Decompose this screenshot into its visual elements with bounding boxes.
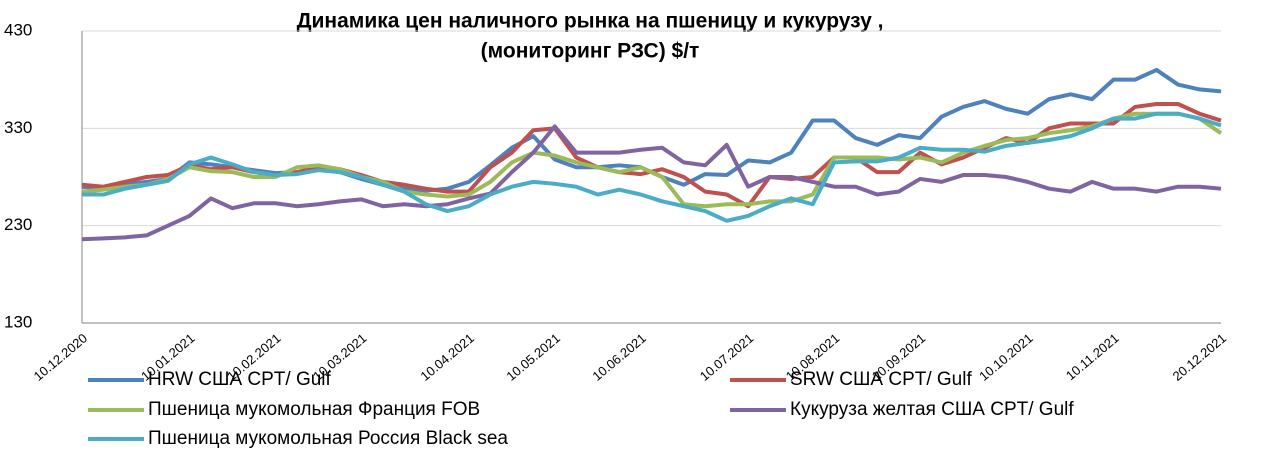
x-tick-label: 10.05.2021 bbox=[503, 330, 562, 383]
x-tick-label: 10.07.2021 bbox=[697, 330, 756, 383]
y-tick-label: 430 bbox=[4, 20, 32, 39]
x-tick-label: 10.04.2021 bbox=[417, 330, 476, 383]
x-tick-label: 10.10.2021 bbox=[976, 330, 1035, 383]
legend-label: Пшеница мукомольная Франция FOB bbox=[148, 399, 480, 420]
legend-label: SRW США CPT/ Gulf bbox=[790, 369, 972, 390]
x-tick-label: 10.11.2021 bbox=[1063, 330, 1122, 383]
y-tick-label: 130 bbox=[4, 312, 32, 331]
legend-label: Кукуруза желтая США CPT/ Gulf bbox=[790, 399, 1074, 420]
series-line bbox=[81, 111, 1223, 209]
x-tick-label: 20.12.2021 bbox=[1170, 330, 1229, 383]
y-tick-label: 230 bbox=[4, 215, 32, 234]
x-tick-label: 10.06.2021 bbox=[589, 330, 648, 383]
legend-label: HRW США CPT/ Gulf bbox=[148, 369, 332, 390]
chart-title: Динамика цен наличного рынка на пшеницу … bbox=[297, 10, 884, 33]
x-tick-label: 10.12.2020 bbox=[31, 330, 90, 383]
legend-label: Пшеница мукомольная Россия Black sea bbox=[148, 428, 508, 449]
chart-title: (мониторинг РЗС) $/т bbox=[481, 40, 700, 63]
series-line bbox=[81, 102, 1222, 209]
series-line bbox=[81, 124, 1222, 242]
y-tick-label: 330 bbox=[4, 118, 32, 137]
series-line bbox=[82, 111, 1222, 223]
